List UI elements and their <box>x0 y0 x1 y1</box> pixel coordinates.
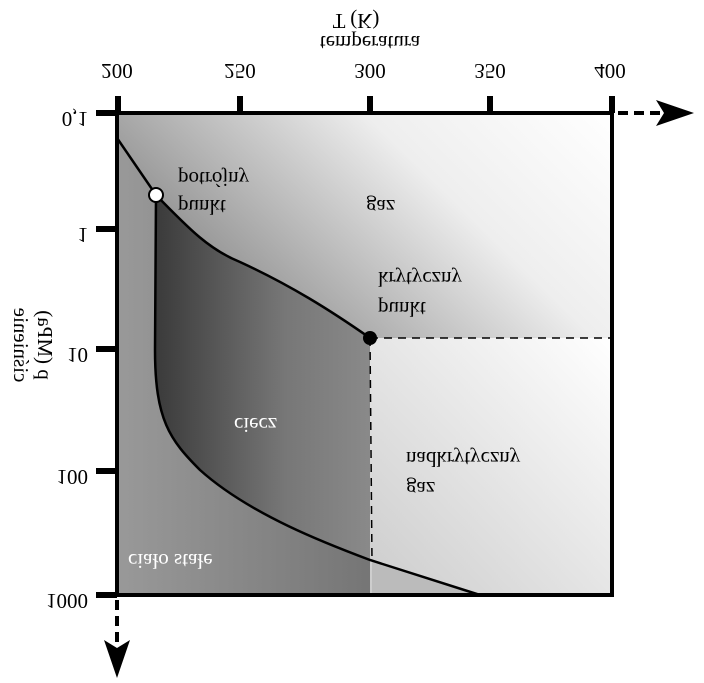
x-tick-label: 250 <box>224 59 256 83</box>
region-label: gaz <box>406 477 435 501</box>
critical-dashes <box>369 337 612 563</box>
y-tick <box>96 468 117 474</box>
critical-point <box>363 331 377 345</box>
region-label: ciecz <box>234 413 277 437</box>
y-tick <box>96 592 117 598</box>
region-label: krytyczny <box>378 267 462 291</box>
region-label: punkt <box>378 297 426 321</box>
x-tick <box>487 96 493 113</box>
x-tick-label: 200 <box>101 59 133 83</box>
liquid-region <box>155 195 372 562</box>
x-tick-label: 350 <box>474 59 506 83</box>
x-tick <box>237 96 243 113</box>
y-tick-label: 100 <box>57 465 89 489</box>
plot-frame <box>115 111 614 597</box>
axis-arrows <box>115 111 668 650</box>
y-tick-label: 1 <box>78 223 89 247</box>
melting-line <box>153 194 481 597</box>
supercritical-region <box>370 338 612 595</box>
y-tick <box>96 226 117 232</box>
y-arrowhead <box>104 640 130 678</box>
region-label: gaz <box>366 195 395 219</box>
solid-region <box>117 138 480 595</box>
y-subtitle: p (MPa) <box>33 310 57 379</box>
x-tick <box>609 96 615 113</box>
region-label: potrójny <box>178 167 250 191</box>
region-label: nadkrytyczny <box>406 447 521 471</box>
y-tick-label: 10 <box>67 343 88 367</box>
y-tick <box>96 110 117 116</box>
region-label: ciało stałe <box>128 549 213 573</box>
region-label: punkt <box>178 195 226 219</box>
x-tick-label: 400 <box>594 59 626 83</box>
x-tick-label: 300 <box>354 59 386 83</box>
x-tick <box>367 96 373 113</box>
y-tick-label: 0,1 <box>62 107 88 131</box>
x-title: T (K) <box>333 9 380 33</box>
x-arrowhead <box>656 100 694 126</box>
y-title: ciśnienie <box>9 308 33 383</box>
triple-point <box>148 187 164 203</box>
y-tick <box>96 346 117 352</box>
phase-lines <box>115 137 612 597</box>
x-subtitle: temperatura <box>320 31 421 55</box>
labels: T (K) temperatura 200 250 300 350 400 0,… <box>9 9 626 613</box>
ticks <box>96 96 615 598</box>
y-tick-label: 1000 <box>46 589 88 613</box>
x-tick <box>115 96 121 113</box>
boundary-line <box>115 137 371 340</box>
